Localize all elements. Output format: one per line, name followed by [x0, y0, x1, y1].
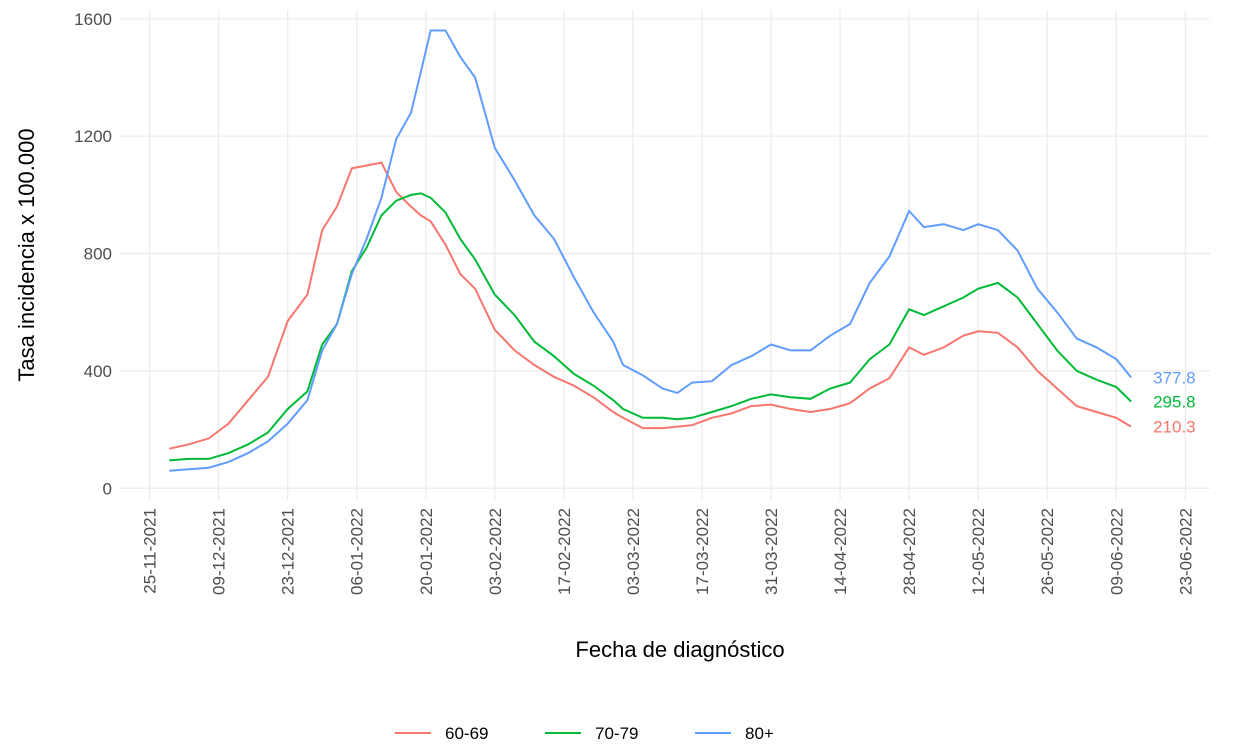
y-tick-label: 800: [84, 245, 112, 264]
x-tick-label: 17-02-2022: [555, 508, 574, 595]
x-tick-label: 23-06-2022: [1176, 508, 1195, 595]
x-tick-label: 09-12-2021: [210, 508, 229, 595]
y-tick-label: 1600: [74, 10, 112, 29]
x-tick-label: 23-12-2021: [279, 508, 298, 595]
x-tick-label: 03-03-2022: [624, 508, 643, 595]
x-axis-label: Fecha de diagnóstico: [575, 637, 784, 662]
x-tick-label: 31-03-2022: [762, 508, 781, 595]
x-tick-label: 17-03-2022: [693, 508, 712, 595]
legend-label: 70-79: [595, 724, 638, 743]
x-tick-label: 06-01-2022: [348, 508, 367, 595]
x-tick-label: 09-06-2022: [1107, 508, 1126, 595]
series-line: [169, 192, 1132, 462]
y-tick-label: 400: [84, 362, 112, 381]
y-tick-label: 0: [103, 479, 112, 498]
x-tick-label: 12-05-2022: [969, 508, 988, 595]
series-line: [169, 161, 1132, 450]
end-label: 210.3: [1153, 418, 1196, 437]
y-axis-label: Tasa incidencia x 100.000: [14, 128, 39, 381]
series-line: [169, 29, 1132, 472]
end-label: 295.8: [1153, 392, 1196, 411]
end-label: 377.8: [1153, 368, 1196, 387]
x-tick-label: 03-02-2022: [486, 508, 505, 595]
x-tick-label: 26-05-2022: [1038, 508, 1057, 595]
legend-label: 60-69: [445, 724, 488, 743]
x-tick-label: 14-04-2022: [831, 508, 850, 595]
x-tick-label: 28-04-2022: [900, 508, 919, 595]
x-tick-label: 25-11-2021: [141, 508, 160, 594]
x-tick-label: 20-01-2022: [417, 508, 436, 595]
legend-label: 80+: [745, 724, 774, 743]
y-tick-label: 1200: [74, 127, 112, 146]
